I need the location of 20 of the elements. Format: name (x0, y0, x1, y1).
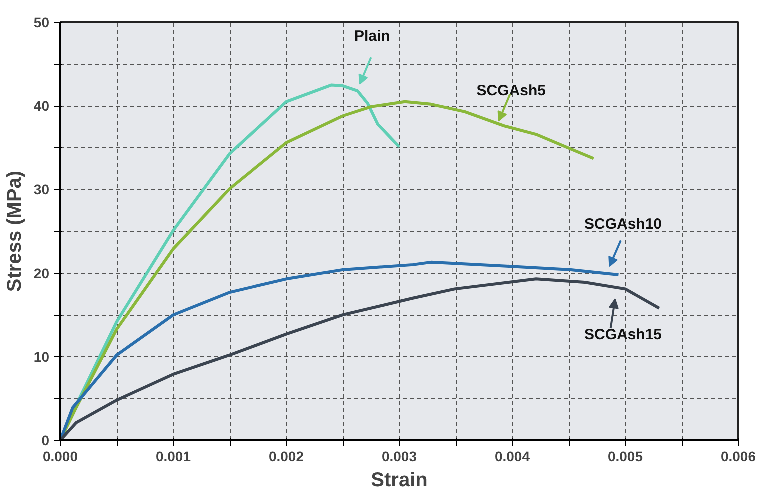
text: Plain (354, 28, 390, 46)
legend-label: SCGAsh15 (584, 326, 662, 344)
series-label: SCGAsh5 (476, 82, 546, 100)
y-tick-label: 30 (34, 182, 50, 198)
x-tick-label: 0.002 (268, 448, 304, 464)
x-tick-label: 0.000 (42, 448, 78, 464)
x-axis-title: Strain (371, 470, 428, 492)
x-tick-label: 0.003 (382, 448, 418, 464)
y-axis-title: Stress (MPa) (4, 170, 26, 292)
y-tick-label: 40 (34, 98, 50, 114)
text: SCGAsh10 (584, 216, 662, 234)
y-tick-label: 20 (34, 265, 50, 282)
y-tick-label: 50 (34, 14, 50, 30)
x-tick-label: 0.004 (494, 448, 530, 464)
x-tick-label: 0.001 (156, 448, 192, 464)
y-tick-label: 0 (42, 432, 50, 448)
line-series (60, 278, 661, 440)
y-tick-label: 10 (34, 348, 50, 365)
x-tick-label: 0.006 (720, 448, 756, 464)
x-tick-label: 0.005 (608, 448, 644, 464)
